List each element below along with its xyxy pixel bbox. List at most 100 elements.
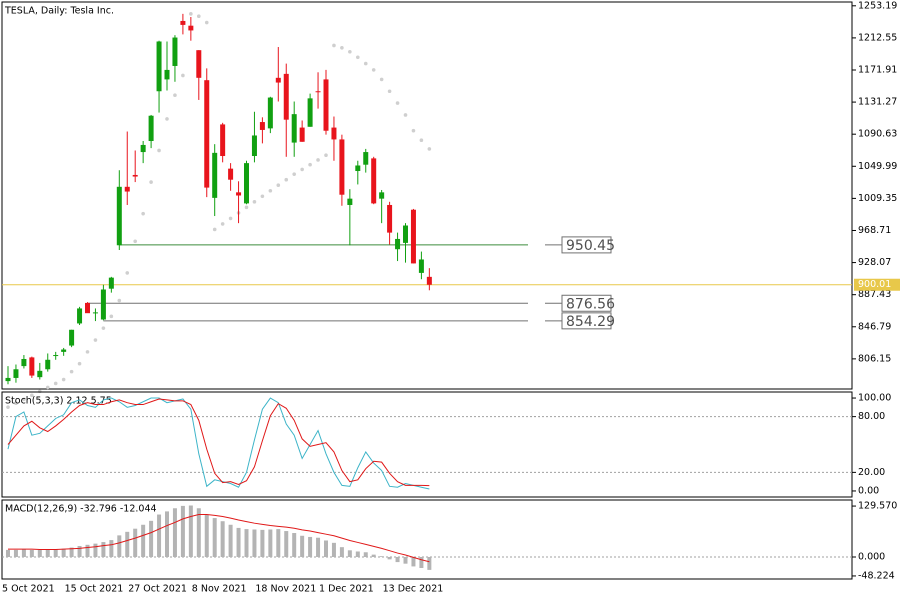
sar-dot <box>93 338 98 342</box>
panel-frame <box>1 1 853 390</box>
macd-bar <box>371 554 376 557</box>
indicator-line <box>7 398 430 487</box>
sar-dot <box>284 177 289 182</box>
sar-dot <box>292 172 297 176</box>
macd-bar <box>93 543 98 557</box>
macd-bar <box>109 540 114 557</box>
y-tick-label: 968.71 <box>858 225 891 236</box>
candle-body <box>418 259 424 273</box>
macd-bar <box>331 542 336 557</box>
candle-body <box>339 139 345 195</box>
candle-body <box>13 369 19 378</box>
sar-dot <box>45 385 50 390</box>
macd-bar <box>196 508 201 557</box>
level-label: 854.29 <box>566 314 615 330</box>
candle-body <box>267 97 273 129</box>
sar-dot <box>332 43 336 48</box>
level-label: 950.45 <box>566 238 615 254</box>
candle-body <box>69 329 75 346</box>
macd-bar <box>284 531 289 557</box>
sar-dot <box>77 361 82 366</box>
sar-dot <box>228 216 233 221</box>
macd-bar <box>379 556 384 557</box>
candle-body <box>220 124 226 157</box>
sar-dot <box>340 46 344 50</box>
candle-body <box>85 302 90 314</box>
candle-body <box>116 186 122 246</box>
sar-dot <box>14 401 18 406</box>
sar-dot <box>181 73 185 78</box>
macd-bar <box>188 505 193 557</box>
sar-dot <box>22 397 26 402</box>
y-tick-label: 1171.91 <box>858 64 897 75</box>
candle-body <box>236 192 242 196</box>
sar-dot <box>125 271 130 275</box>
sar-dot <box>276 183 281 188</box>
macd-bar <box>403 556 408 564</box>
level-label-box <box>561 294 612 312</box>
macd-bar <box>13 549 18 557</box>
candle-body <box>259 122 265 130</box>
macd-bar <box>125 531 130 557</box>
macd-bar <box>69 547 74 557</box>
candle-body <box>403 225 408 243</box>
macd-bar <box>21 549 26 557</box>
y-tick-label: 1049.99 <box>858 161 897 172</box>
y-tick-label: -48.224 <box>858 570 895 581</box>
macd-bar <box>37 549 42 557</box>
sar-dot <box>6 405 10 409</box>
sar-dot <box>308 162 312 167</box>
candle-body <box>275 77 281 83</box>
macd-bar <box>244 529 249 557</box>
macd-bar <box>276 529 281 557</box>
macd-bar <box>45 549 50 557</box>
level-label-box <box>561 236 612 254</box>
bid-label: 900.01 <box>858 279 891 290</box>
candle-body <box>355 165 361 172</box>
candle-body <box>37 370 43 378</box>
candle-body <box>347 198 353 205</box>
candle-body <box>132 174 138 177</box>
y-tick-label: 1212.55 <box>858 32 897 43</box>
y-tick-label: 887.43 <box>858 289 891 300</box>
sar-dot <box>189 12 193 16</box>
candle-body <box>172 37 178 66</box>
sar-dot <box>204 20 209 25</box>
macd-bar <box>77 545 82 557</box>
candle-body <box>45 359 51 370</box>
y-tick-label: 1090.63 <box>858 129 897 140</box>
candle-body <box>426 276 432 285</box>
sar-dot <box>260 194 265 199</box>
sar-dot <box>220 222 225 226</box>
x-tick-label: 8 Nov 2021 <box>192 584 247 595</box>
macd-bar <box>316 537 321 557</box>
candle-body <box>387 204 393 233</box>
sar-dot <box>324 153 328 158</box>
sar-dot <box>61 377 66 382</box>
y-tick-label: 928.07 <box>858 257 891 268</box>
macd-bar <box>228 524 233 557</box>
macd-bar <box>387 556 392 560</box>
candle-body <box>323 79 329 131</box>
x-tick-label: 18 Nov 2021 <box>255 584 316 595</box>
sar-dot <box>141 211 145 216</box>
candle-body <box>315 91 321 93</box>
macd-bar <box>29 549 34 557</box>
candle-body <box>379 192 385 199</box>
sar-dot <box>316 158 320 162</box>
sar-dot <box>300 167 304 172</box>
panel-frame <box>1 391 853 498</box>
sar-dot <box>268 188 273 193</box>
candle-body <box>204 80 210 188</box>
macd-bar <box>157 514 162 557</box>
sar-dot <box>419 138 424 143</box>
x-tick-label: 27 Oct 2021 <box>128 584 187 595</box>
sar-dot <box>30 393 34 398</box>
sar-dot <box>101 326 106 330</box>
candle-body <box>212 152 218 198</box>
candle-body <box>100 289 106 320</box>
candle-body <box>53 355 59 357</box>
sar-dot <box>173 93 177 97</box>
sar-dot <box>411 128 416 133</box>
